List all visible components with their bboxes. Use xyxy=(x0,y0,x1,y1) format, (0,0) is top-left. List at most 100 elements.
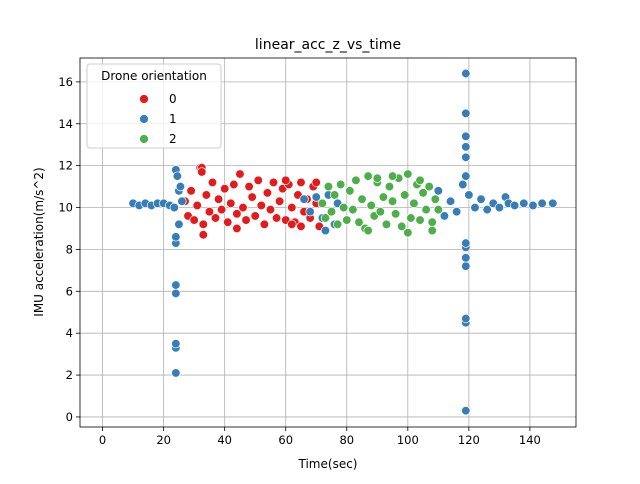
x-tick-label: 80 xyxy=(339,433,354,447)
data-point xyxy=(470,202,480,213)
data-point xyxy=(461,152,471,162)
y-tick-label: 0 xyxy=(66,410,73,424)
data-point xyxy=(299,194,309,204)
data-point xyxy=(172,171,183,181)
data-point xyxy=(342,215,352,225)
legend-marker xyxy=(139,134,149,144)
data-point xyxy=(259,219,270,229)
data-point xyxy=(363,225,373,236)
data-point xyxy=(548,198,558,208)
x-tick-label: 60 xyxy=(278,433,293,447)
data-point xyxy=(461,261,471,271)
data-point xyxy=(326,207,337,217)
data-point xyxy=(433,186,443,196)
x-tick-label: 120 xyxy=(458,433,480,447)
legend-label: 0 xyxy=(169,92,177,106)
data-point xyxy=(238,202,248,213)
data-point xyxy=(207,177,218,188)
data-point xyxy=(452,207,462,217)
data-point xyxy=(458,179,468,190)
data-point xyxy=(403,228,413,238)
x-axis-label: Time(sec) xyxy=(298,457,358,471)
data-point xyxy=(427,225,437,236)
data-point xyxy=(461,253,471,263)
data-point xyxy=(171,288,181,299)
data-point xyxy=(537,198,547,208)
legend-marker xyxy=(139,94,149,104)
data-point xyxy=(177,196,187,206)
data-point xyxy=(336,179,346,190)
x-tick-label: 0 xyxy=(99,433,106,447)
data-point xyxy=(244,181,254,192)
x-tick-label: 140 xyxy=(519,433,541,447)
data-point xyxy=(528,200,538,211)
data-point xyxy=(363,171,373,181)
data-point xyxy=(201,190,212,200)
y-tick-label: 2 xyxy=(66,368,73,382)
data-point xyxy=(482,204,492,215)
data-point xyxy=(229,179,239,190)
legend-label: 2 xyxy=(169,132,177,146)
data-point xyxy=(421,204,431,215)
data-point xyxy=(461,406,471,416)
data-point xyxy=(320,213,331,223)
y-tick-label: 12 xyxy=(58,159,73,173)
data-point xyxy=(418,188,428,198)
data-point xyxy=(287,219,297,229)
data-point xyxy=(226,198,236,208)
data-point xyxy=(323,181,334,192)
data-point xyxy=(445,196,456,206)
data-point xyxy=(271,213,282,223)
data-point xyxy=(433,204,443,215)
data-point xyxy=(171,368,181,378)
y-tick-label: 10 xyxy=(58,201,73,215)
data-point xyxy=(329,190,340,200)
data-point xyxy=(406,213,416,223)
data-point xyxy=(384,181,395,192)
data-point xyxy=(186,186,196,196)
data-point xyxy=(241,215,251,225)
x-tick-label: 100 xyxy=(397,433,419,447)
data-point xyxy=(268,177,279,188)
data-point xyxy=(461,108,471,118)
data-point xyxy=(375,207,385,217)
data-point xyxy=(197,167,207,177)
data-point xyxy=(415,175,425,185)
data-point xyxy=(354,217,364,227)
data-point xyxy=(192,200,202,211)
data-point xyxy=(430,194,440,204)
data-point xyxy=(397,221,407,232)
data-point xyxy=(403,169,413,179)
data-point xyxy=(216,204,227,215)
data-point xyxy=(461,313,471,324)
data-point xyxy=(509,200,520,211)
data-point xyxy=(439,211,450,221)
data-point xyxy=(464,190,474,200)
data-point xyxy=(296,221,306,232)
data-point xyxy=(265,204,276,215)
data-point xyxy=(311,192,321,202)
data-point xyxy=(220,184,230,194)
data-point xyxy=(171,280,181,290)
plot-frame xyxy=(79,57,577,428)
data-point xyxy=(366,200,376,211)
data-point xyxy=(274,196,285,206)
y-tick-label: 14 xyxy=(58,117,73,131)
y-tick-label: 4 xyxy=(66,326,73,340)
data-point xyxy=(223,217,233,227)
data-point xyxy=(409,198,419,208)
legend-marker xyxy=(139,114,149,124)
legend-label: 1 xyxy=(169,112,177,126)
y-tick-label: 6 xyxy=(66,284,73,298)
data-point xyxy=(387,171,398,181)
data-point xyxy=(372,173,382,183)
data-point xyxy=(171,232,181,242)
data-point xyxy=(253,175,263,185)
data-point xyxy=(461,171,471,181)
data-point xyxy=(427,217,437,227)
data-point xyxy=(494,202,505,213)
data-point xyxy=(381,219,392,229)
data-point xyxy=(235,169,245,179)
data-point xyxy=(189,215,199,225)
y-tick-label: 16 xyxy=(58,75,73,89)
